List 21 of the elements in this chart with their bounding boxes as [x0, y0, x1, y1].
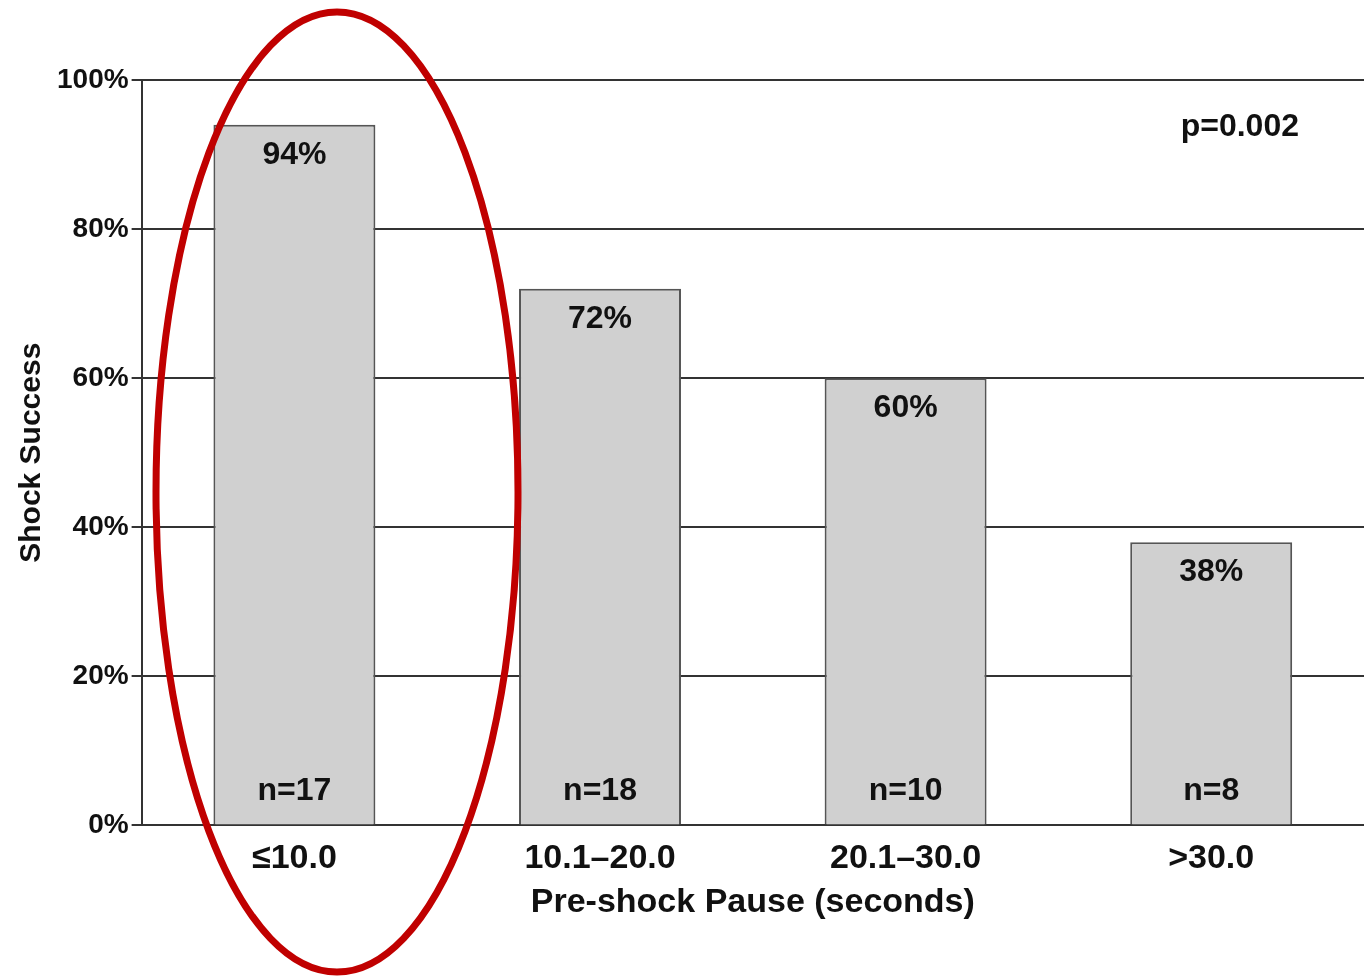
annotation: n=18: [563, 771, 637, 808]
annotation: n=10: [868, 771, 943, 808]
x-tick-label: 10.1–20.0: [524, 837, 676, 876]
y-tick-label: 80%: [72, 211, 129, 243]
y-tick-label: 40%: [72, 509, 129, 541]
x-tick-label: ≤10.0: [251, 837, 337, 876]
x-tick-label: 20.1–30.0: [829, 837, 982, 876]
annotation: n=17: [257, 771, 332, 808]
annotation: n=8: [1183, 771, 1240, 808]
x-axis-title: Pre-shock Pause (seconds): [530, 880, 975, 919]
data-label: 60%: [873, 387, 938, 424]
y-tick-label: 20%: [72, 659, 129, 691]
x-tick-label: >30.0: [1168, 837, 1255, 876]
data-label: 38%: [1179, 551, 1244, 588]
y-axis-title: Shock Success: [13, 342, 47, 563]
data-label: 94%: [262, 134, 327, 171]
data-label: 72%: [567, 298, 633, 335]
y-tick-label: 0%: [88, 808, 129, 840]
y-tick-label: 60%: [72, 360, 129, 392]
y-tick-label: 100%: [56, 62, 129, 94]
annotation: p=0.002: [1180, 106, 1299, 143]
